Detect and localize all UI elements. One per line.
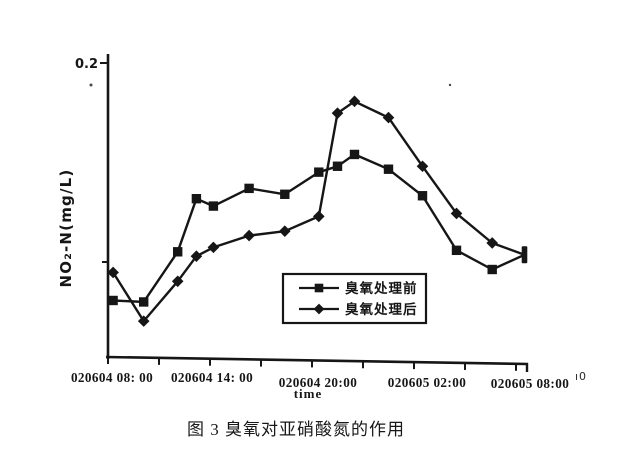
square-marker bbox=[173, 247, 183, 257]
square-marker bbox=[349, 149, 360, 160]
x-tick-label: 020605 08:00 bbox=[491, 376, 569, 391]
square-marker bbox=[108, 295, 118, 306]
diamond-marker bbox=[486, 237, 498, 249]
end-bar-marker bbox=[521, 246, 528, 264]
diamond-marker bbox=[331, 107, 344, 119]
scan-speck bbox=[448, 83, 452, 87]
x-axis bbox=[105, 355, 529, 366]
square-marker bbox=[451, 245, 462, 256]
y-axis-label: NO₂-N(mg/L) bbox=[57, 169, 75, 288]
square-marker bbox=[244, 183, 254, 194]
diamond-marker bbox=[279, 225, 291, 237]
legend-box bbox=[281, 272, 428, 325]
x-axis-label: time bbox=[294, 386, 323, 401]
diamond-marker bbox=[243, 229, 255, 242]
square-marker bbox=[487, 264, 497, 275]
square-marker bbox=[314, 167, 324, 177]
diamond-marker bbox=[107, 266, 119, 279]
legend-label: 臭氧处理后 bbox=[345, 301, 418, 317]
diamond-marker bbox=[207, 241, 220, 254]
diamond-marker bbox=[450, 207, 463, 220]
legend-square-marker bbox=[314, 283, 324, 293]
square-marker bbox=[383, 164, 394, 174]
x-tick-label: 020604 08: 00 bbox=[71, 370, 153, 385]
diamond-marker bbox=[190, 250, 203, 263]
square-marker bbox=[139, 297, 149, 307]
diamond-marker bbox=[171, 275, 184, 288]
square-marker bbox=[208, 201, 219, 211]
stray-mark: ı0 bbox=[575, 370, 588, 383]
legend-label: 臭氧处理前 bbox=[345, 280, 418, 296]
square-marker bbox=[280, 189, 290, 199]
diamond-marker bbox=[416, 160, 429, 173]
diamond-marker bbox=[313, 210, 325, 223]
square-marker bbox=[332, 161, 343, 171]
figure-caption: 图 3 臭氧对亚硝酸氮的作用 bbox=[187, 420, 405, 439]
square-marker bbox=[417, 191, 428, 201]
diamond-marker bbox=[348, 95, 361, 108]
scan-speck bbox=[89, 83, 93, 87]
legend-diamond-marker bbox=[313, 303, 325, 315]
x-tick-label: 020604 14: 00 bbox=[171, 370, 253, 385]
diamond-marker bbox=[382, 111, 395, 124]
square-marker bbox=[191, 194, 202, 204]
x-tick-label: 020605 02:00 bbox=[388, 375, 466, 390]
x-tick-label: 020604 20:00 bbox=[279, 375, 357, 390]
y-tick-label: 0.2 bbox=[75, 57, 98, 72]
diamond-marker bbox=[137, 315, 150, 327]
